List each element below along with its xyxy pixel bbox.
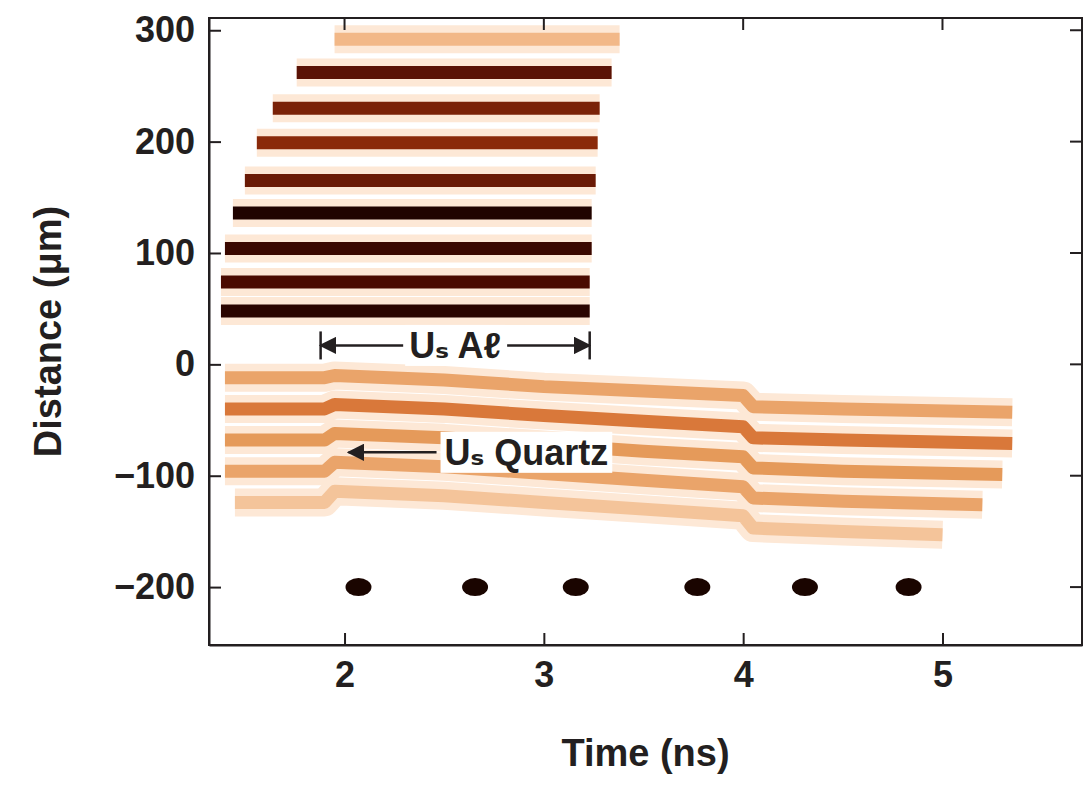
tick-mark [209,475,221,477]
tick-mark [344,18,346,30]
tick-mark [942,633,944,645]
fringe [297,66,612,79]
tick-mark [209,141,221,143]
annotation-arrow [507,344,590,347]
fringe [273,102,600,115]
tick-label: 100 [135,232,195,273]
tick: −100 [114,455,221,496]
tick: 300 [135,9,221,50]
plot: 2 3 4 5 300 200 100 0 −100 −200 Uₛ Aℓ Uₛ Quartz [114,9,1083,694]
fringe-halo [233,199,592,227]
fringe [335,33,620,46]
tick-mark [209,30,221,32]
fringe-halo [221,268,590,296]
tick-mark [543,633,545,645]
tick-label: −200 [114,566,195,607]
y-axis-title: Distance (μm) [27,206,69,457]
tick-label: 0 [175,343,195,384]
annotation-bar [588,331,591,359]
tick: −200 [114,566,221,607]
tick-label: 4 [734,654,754,695]
fiducial-dot [792,578,818,596]
tick-label: 200 [135,121,195,162]
annotation: Uₛ Quartz [445,432,609,473]
marks [221,39,1012,596]
fringe [245,174,596,187]
tick-mark [1070,141,1082,143]
fringe-halo [273,94,600,122]
tick: 0 [175,343,221,384]
fringe-halo [225,235,592,263]
tick-label: 2 [335,654,355,695]
fringe-halo [245,167,596,195]
label-patch [405,325,505,366]
fiducial-dot [563,578,589,596]
tick-label: 3 [534,654,554,695]
label-patch [441,432,613,473]
tick-label: 300 [135,9,195,50]
fringe [257,136,598,149]
tick-mark [1070,252,1082,254]
fiducial-dot [896,578,922,596]
fringe [233,206,592,219]
plot-frame [209,18,1082,645]
tick-label: −100 [114,455,195,496]
y-axis: 300 200 100 0 −100 −200 [114,9,221,645]
chart: 2 3 4 5 300 200 100 0 −100 −200 Uₛ Aℓ Uₛ Quartz Time… [0,0,1090,786]
fiducial-dot [345,578,371,596]
tick-mark [1070,586,1082,588]
annotation-arrow [321,344,404,347]
annotation: Uₛ Aℓ [409,325,501,366]
x-axis: 2 3 4 5 [210,633,1083,695]
fiducial-dot [462,578,488,596]
tick: 100 [135,232,221,273]
tick-mark [742,18,744,30]
fringe [235,491,943,534]
tick-label: 5 [933,654,953,695]
fringe-halo [297,59,612,87]
fringe [221,275,590,288]
tick-mark [209,252,221,254]
tick-mark [1070,363,1082,365]
tick-mark [941,18,943,30]
axis-line [209,19,211,646]
tick-mark [743,633,745,645]
tick: 3 [534,633,554,695]
annotation-bar [319,331,322,359]
x-axis-title: Time (ns) [561,732,729,774]
fiducial-dot [684,578,710,596]
fringe-halo [335,25,620,53]
fringe [225,242,592,255]
tick-mark [209,587,221,589]
tick: 200 [135,121,221,162]
tick: 5 [933,633,953,695]
tick-mark [543,18,545,30]
fringe-halo [257,129,598,157]
tick: 4 [734,633,754,695]
tick-mark [1070,29,1082,31]
axis-line [210,645,1083,647]
fringe-halo [221,297,590,325]
tick-mark [344,633,346,645]
fringe [221,304,590,317]
tick: 2 [335,633,355,695]
tick-mark [209,364,221,366]
annotation-arrow [349,451,437,454]
annotations: Uₛ Aℓ Uₛ Quartz [321,325,613,473]
tick-mark [1070,475,1082,477]
